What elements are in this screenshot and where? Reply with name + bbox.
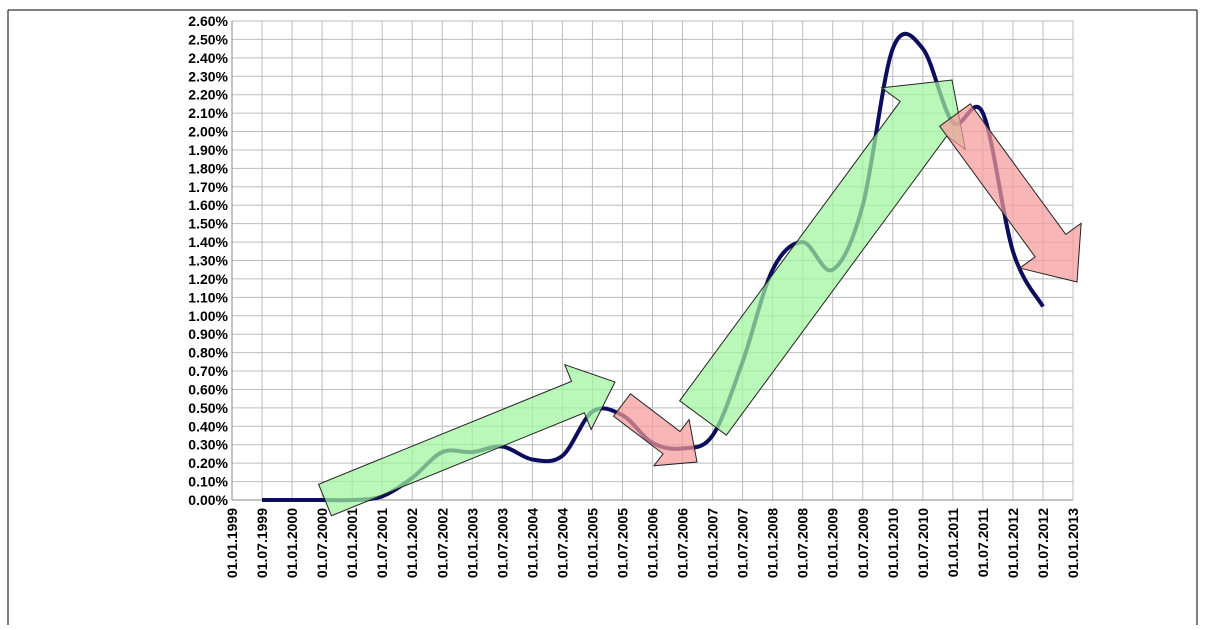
y-tick-label: 1.60% — [188, 197, 228, 213]
x-tick-label: 01.01.2007 — [705, 508, 721, 578]
x-tick-label: 01.01.2003 — [464, 508, 480, 578]
x-tick-label: 01.01.1999 — [224, 508, 240, 578]
trend-arrow-down — [938, 103, 1082, 283]
y-tick-label: 1.30% — [188, 253, 228, 269]
y-tick-label: 2.00% — [188, 124, 228, 140]
y-tick-label: 0.50% — [188, 400, 228, 416]
y-tick-label: 2.20% — [188, 87, 228, 103]
y-tick-label: 0.80% — [188, 345, 228, 361]
y-tick-label: 2.40% — [188, 50, 228, 66]
y-tick-label: 2.10% — [188, 105, 228, 121]
y-tick-label: 2.30% — [188, 68, 228, 84]
x-tick-label: 01.07.2011 — [975, 508, 991, 578]
y-tick-label: 0.00% — [188, 492, 228, 508]
x-tick-label: 01.01.2011 — [945, 508, 961, 578]
y-tick-label: 2.60% — [188, 13, 228, 29]
x-tick-label: 01.01.2002 — [404, 508, 420, 578]
y-tick-label: 1.50% — [188, 216, 228, 232]
x-tick-label: 01.01.2013 — [1065, 508, 1081, 578]
x-tick-label: 01.07.2005 — [614, 508, 630, 578]
x-tick-label: 01.01.2004 — [524, 508, 540, 578]
y-tick-label: 1.70% — [188, 179, 228, 195]
x-tick-label: 01.01.2012 — [1005, 508, 1021, 578]
y-tick-label: 1.20% — [188, 271, 228, 287]
x-tick-label: 01.01.2008 — [765, 508, 781, 578]
y-tick-label: 1.40% — [188, 234, 228, 250]
x-tick-label: 01.07.2012 — [1035, 508, 1051, 578]
y-tick-label: 0.40% — [188, 418, 228, 434]
y-tick-label: 0.70% — [188, 363, 228, 379]
y-tick-label: 2.50% — [188, 31, 228, 47]
x-tick-label: 01.07.2007 — [735, 508, 751, 578]
x-tick-label: 01.07.2001 — [374, 508, 390, 578]
x-tick-label: 01.07.2010 — [915, 508, 931, 578]
x-tick-label: 01.07.2002 — [434, 508, 450, 578]
y-tick-label: 0.20% — [188, 455, 228, 471]
x-tick-label: 01.07.2003 — [494, 508, 510, 578]
x-tick-label: 01.01.2000 — [284, 508, 300, 578]
x-tick-label: 01.07.2009 — [855, 508, 871, 578]
x-tick-label: 01.07.2006 — [675, 508, 691, 578]
x-tick-label: 01.07.1999 — [254, 508, 270, 578]
y-tick-label: 1.00% — [188, 308, 228, 324]
x-tick-label: 01.01.2001 — [344, 508, 360, 578]
y-tick-label: 0.10% — [188, 474, 228, 490]
x-tick-label: 01.01.2009 — [825, 508, 841, 578]
x-tick-label: 01.01.2010 — [885, 508, 901, 578]
y-tick-label: 1.10% — [188, 289, 228, 305]
x-tick-label: 01.01.2005 — [584, 508, 600, 578]
y-tick-label: 1.90% — [188, 142, 228, 158]
y-tick-label: 0.60% — [188, 381, 228, 397]
x-tick-label: 01.07.2008 — [795, 508, 811, 578]
x-tick-label: 01.07.2004 — [554, 508, 570, 578]
y-tick-label: 0.30% — [188, 437, 228, 453]
trend-arrow-up — [317, 363, 616, 517]
y-tick-label: 0.90% — [188, 326, 228, 342]
y-tick-label: 1.80% — [188, 160, 228, 176]
x-tick-label: 01.01.2006 — [645, 508, 661, 578]
trend-arrow-down — [612, 393, 698, 467]
x-tick-label: 01.07.2000 — [314, 508, 330, 578]
